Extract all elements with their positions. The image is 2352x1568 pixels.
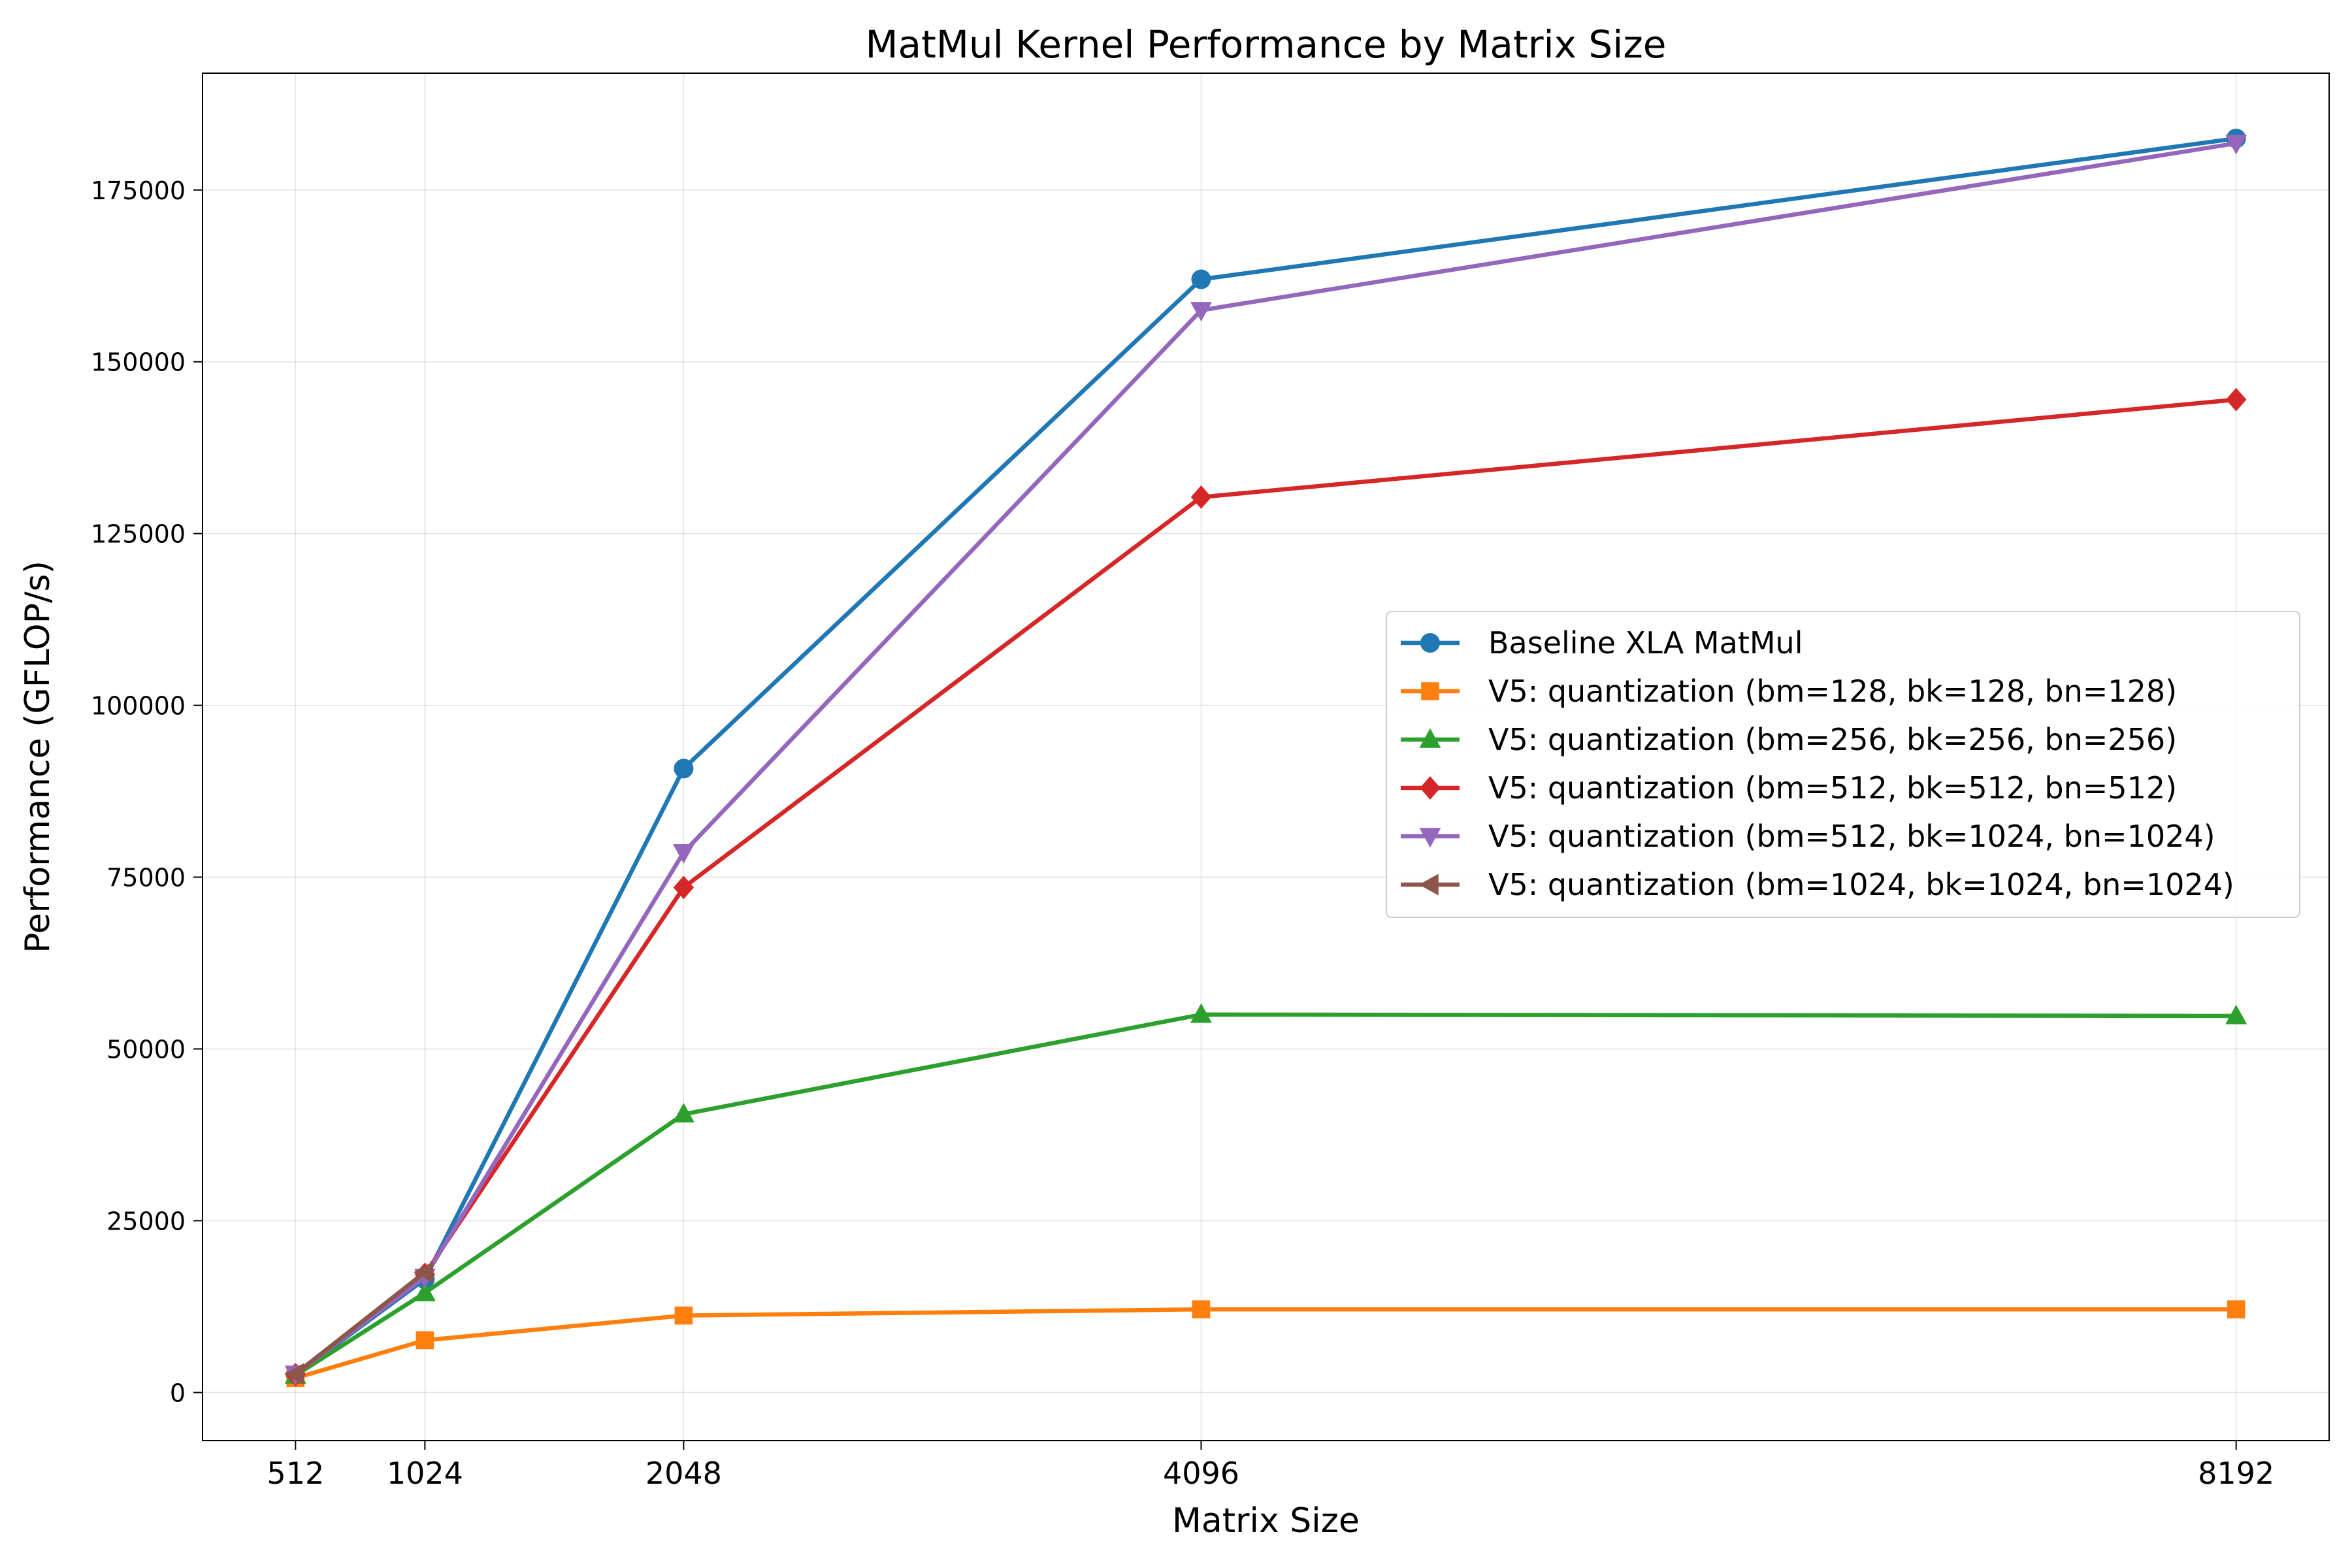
data-point bbox=[673, 875, 694, 900]
legend-swatch-marker bbox=[1421, 682, 1439, 700]
x-tick-label: 4096 bbox=[1163, 1456, 1239, 1491]
data-point bbox=[674, 759, 694, 779]
series bbox=[284, 1003, 2247, 1384]
legend-swatch-marker bbox=[1420, 633, 1440, 653]
x-tick-label: 8192 bbox=[2198, 1456, 2274, 1491]
legend-label: V5: quantization (bm=512, bk=512, bn=512… bbox=[1488, 770, 2177, 806]
chart-title: MatMul Kernel Performance by Matrix Size bbox=[866, 22, 1667, 67]
x-tick-label: 512 bbox=[267, 1456, 324, 1491]
grid bbox=[203, 73, 2329, 1441]
data-point bbox=[284, 1363, 304, 1385]
y-tick-label: 0 bbox=[170, 1379, 186, 1407]
legend-label: Baseline XLA MatMul bbox=[1488, 625, 1803, 661]
y-tick-label: 100000 bbox=[91, 692, 186, 721]
y-tick-label: 75000 bbox=[106, 864, 186, 892]
data-point bbox=[2227, 1300, 2246, 1318]
legend-swatch-marker bbox=[1419, 728, 1441, 748]
data-point bbox=[1192, 1300, 1211, 1318]
legend-label: V5: quantization (bm=512, bk=1024, bn=10… bbox=[1488, 819, 2215, 854]
axes-frame bbox=[202, 73, 2330, 1441]
legend-swatch-marker bbox=[1419, 828, 1441, 848]
data-point bbox=[2225, 387, 2247, 412]
x-tick-label: 1024 bbox=[387, 1456, 463, 1491]
axis-ticks: 0 25000 50000 75000 100000 125000 150000 175000… bbox=[91, 176, 2274, 1491]
data-point bbox=[2225, 135, 2247, 155]
y-tick-label: 50000 bbox=[106, 1035, 186, 1064]
data-point bbox=[1190, 485, 1212, 509]
plot-series bbox=[284, 128, 2247, 1388]
y-tick-label: 150000 bbox=[91, 348, 186, 377]
x-axis-label: Matrix Size bbox=[1172, 1501, 1360, 1541]
x-tick-label: 2048 bbox=[645, 1456, 722, 1491]
legend-swatch-marker bbox=[1420, 776, 1441, 800]
data-point bbox=[674, 1306, 693, 1325]
legend-label: V5: quantization (bm=256, bk=256, bn=256… bbox=[1488, 722, 2177, 757]
legend: Baseline XLA MatMul V5: quantization (bm=… bbox=[1386, 611, 2300, 918]
data-point bbox=[416, 1331, 434, 1350]
data-point bbox=[672, 1103, 694, 1123]
legend-swatch-marker bbox=[1418, 874, 1439, 896]
legend-label: V5: quantization (bm=128, bk=128, bn=128… bbox=[1488, 674, 2177, 709]
y-tick-label: 125000 bbox=[91, 520, 186, 549]
data-point bbox=[414, 1261, 434, 1283]
legend-box bbox=[1386, 611, 2300, 918]
series-line bbox=[293, 1270, 427, 1377]
data-point bbox=[1190, 1003, 1212, 1023]
data-point bbox=[1190, 302, 1212, 322]
data-point bbox=[414, 1281, 436, 1301]
data-point bbox=[2225, 1004, 2247, 1024]
y-tick-label: 175000 bbox=[91, 176, 186, 205]
y-tick-label: 25000 bbox=[106, 1207, 186, 1235]
data-point bbox=[672, 843, 694, 864]
series bbox=[284, 1261, 434, 1385]
data-point bbox=[1191, 269, 1211, 289]
legend-label: V5: quantization (bm=1024, bk=1024, bn=1… bbox=[1488, 867, 2234, 902]
y-axis-label: Performance (GFLOP/s) bbox=[18, 561, 57, 953]
